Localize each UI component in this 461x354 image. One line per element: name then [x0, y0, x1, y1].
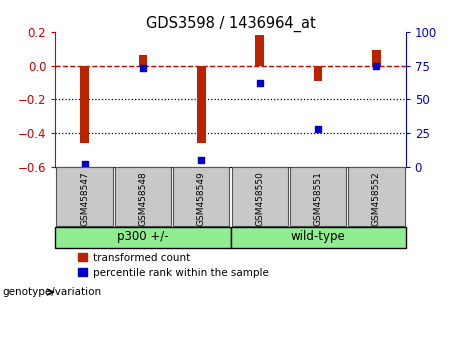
Bar [290, 167, 346, 225]
Text: GSM458547: GSM458547 [80, 171, 89, 226]
Point [139, 65, 147, 71]
Legend: transformed count, percentile rank within the sample: transformed count, percentile rank withi… [78, 253, 268, 278]
Bar [232, 167, 288, 225]
Bar [197, 65, 206, 143]
Point [314, 126, 322, 132]
Text: p300 +/-: p300 +/- [117, 230, 169, 243]
Bar [80, 65, 89, 143]
Point [256, 80, 263, 86]
Bar [313, 65, 323, 81]
Text: GSM458548: GSM458548 [138, 171, 148, 226]
Text: GSM458551: GSM458551 [313, 171, 323, 226]
Text: GSM458549: GSM458549 [197, 171, 206, 226]
Text: GSM458550: GSM458550 [255, 171, 264, 226]
Point [373, 63, 380, 68]
Bar [372, 50, 381, 65]
Text: GSM458552: GSM458552 [372, 171, 381, 226]
Bar [115, 167, 171, 225]
Text: genotype/variation: genotype/variation [2, 287, 101, 297]
Point [198, 157, 205, 163]
Text: wild-type: wild-type [291, 230, 345, 243]
Bar [55, 227, 230, 247]
Bar [230, 227, 406, 247]
Bar [255, 35, 264, 65]
Title: GDS3598 / 1436964_at: GDS3598 / 1436964_at [146, 16, 315, 32]
Point [81, 161, 88, 167]
Bar [57, 167, 112, 225]
Bar [173, 167, 229, 225]
Bar [138, 56, 147, 65]
Bar [349, 167, 404, 225]
